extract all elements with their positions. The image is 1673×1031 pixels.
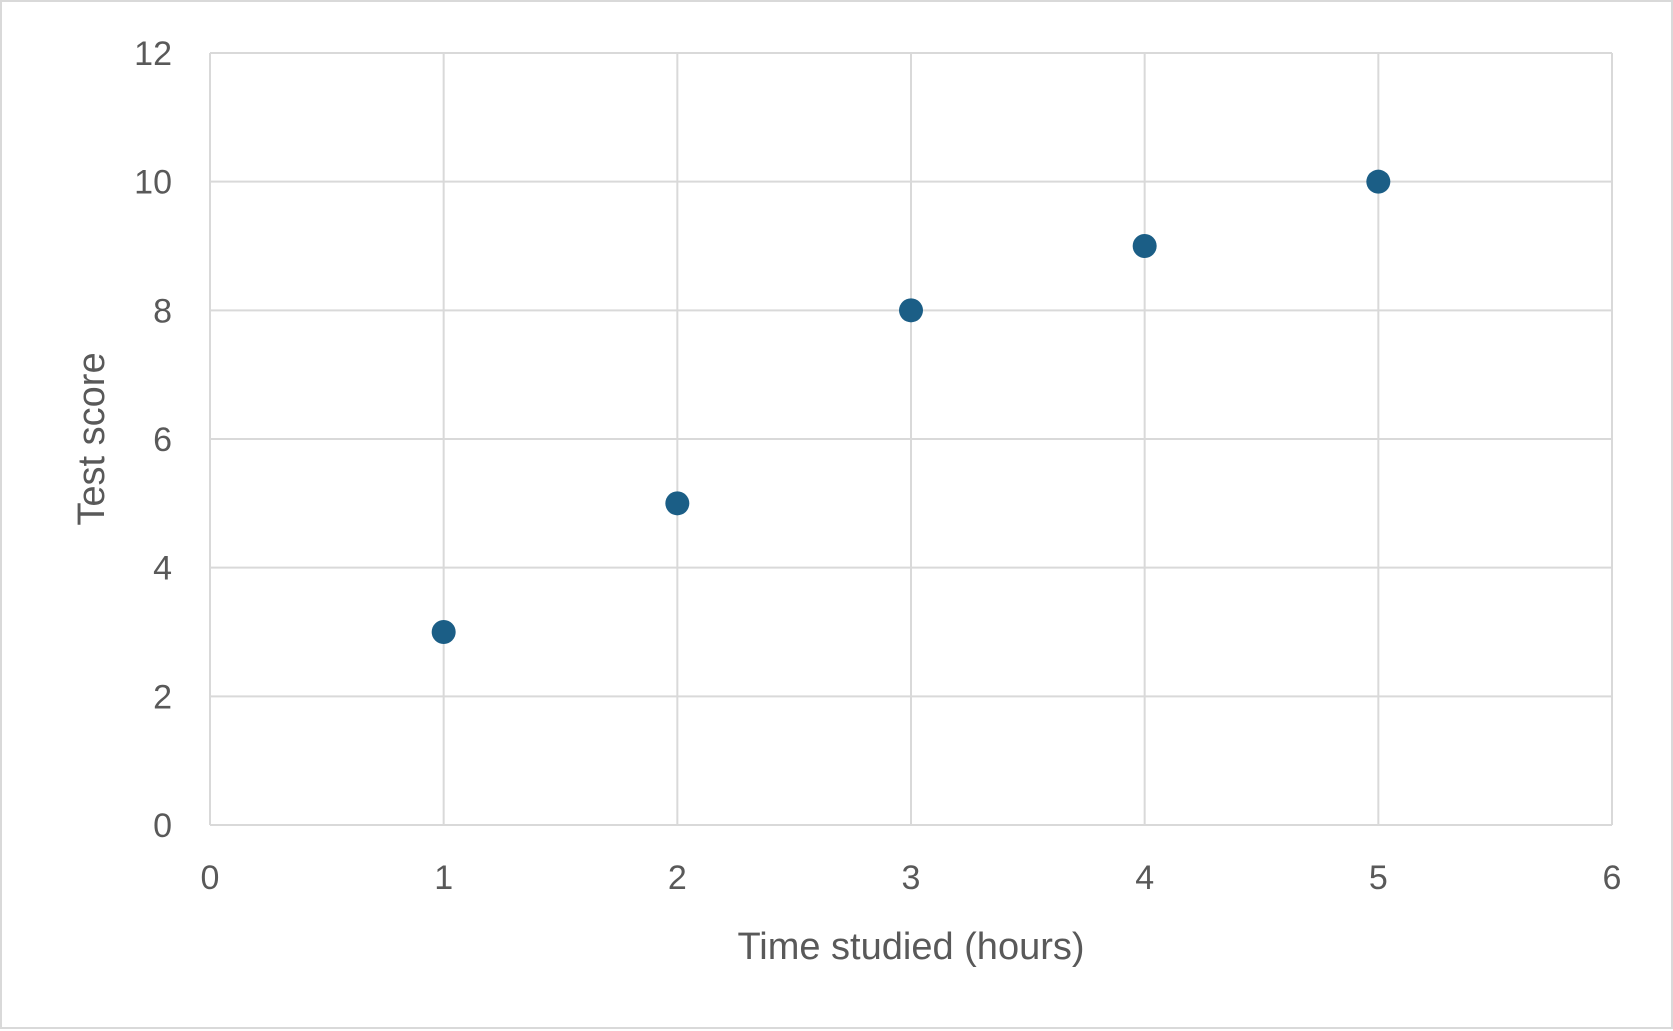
- x-tick-label: 4: [1135, 859, 1154, 897]
- data-points: [431, 169, 1391, 644]
- x-tick-label: 2: [668, 859, 687, 897]
- y-axis-title: Test score: [71, 352, 113, 525]
- y-tick-label: 8: [153, 292, 172, 330]
- x-tick-label: 1: [434, 859, 453, 897]
- y-axis-ticks: 0 2 4 6 8 10 12: [134, 35, 172, 845]
- y-tick-label: 0: [153, 807, 172, 845]
- x-axis-ticks: 0 1 2 3 4 5 6: [201, 859, 1622, 897]
- data-point: [899, 298, 923, 323]
- x-tick-label: 3: [902, 859, 921, 897]
- data-point: [665, 491, 690, 516]
- grid-lines: [209, 52, 1613, 826]
- y-tick-label: 2: [153, 678, 172, 716]
- x-tick-label: 6: [1603, 859, 1622, 897]
- y-tick-label: 4: [153, 550, 172, 588]
- y-tick-label: 10: [134, 164, 172, 202]
- data-point: [1132, 234, 1157, 258]
- data-point: [1366, 169, 1391, 194]
- x-axis-title: Time studied (hours): [737, 926, 1084, 968]
- x-tick-label: 5: [1369, 859, 1388, 897]
- y-tick-label: 12: [134, 35, 172, 73]
- x-tick-label: 0: [201, 859, 220, 897]
- y-tick-label: 6: [153, 421, 172, 459]
- data-point: [431, 620, 456, 644]
